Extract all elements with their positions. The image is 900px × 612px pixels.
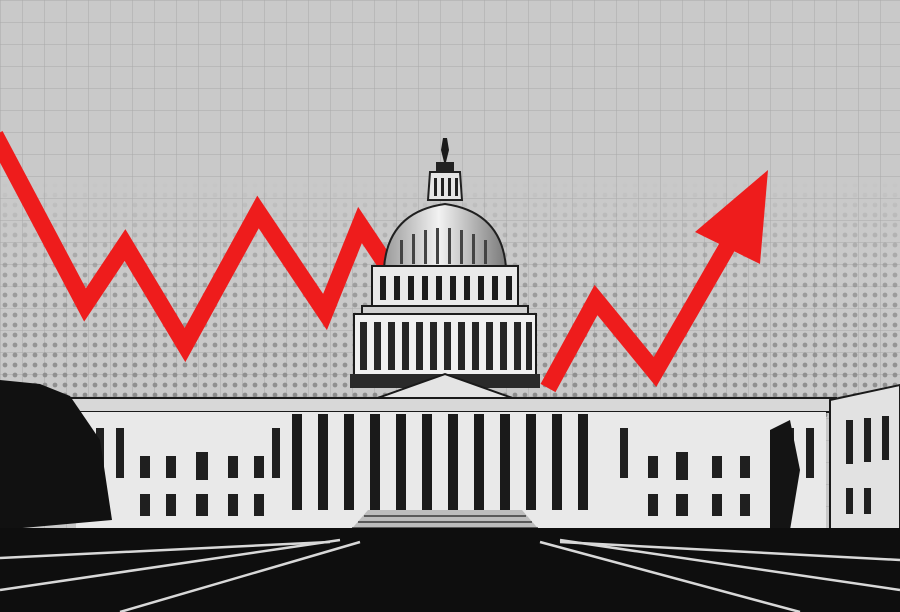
trend-arrow-icon xyxy=(0,131,408,363)
capitol-building xyxy=(0,372,900,540)
plaza-ground xyxy=(0,528,900,612)
capitol-dome xyxy=(350,138,540,388)
trend-arrow-head-segment xyxy=(540,170,768,393)
